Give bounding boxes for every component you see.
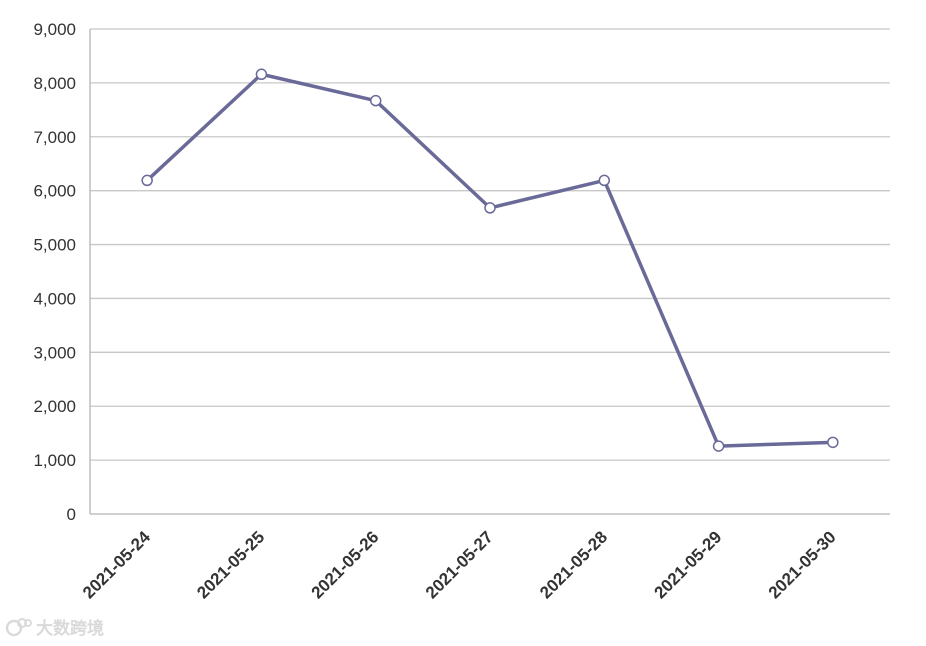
- y-tick-label: 5,000: [33, 236, 76, 255]
- y-tick-label: 3,000: [33, 343, 76, 362]
- watermark-text: 大数跨境: [36, 619, 104, 638]
- x-tick-label: 2021-05-30: [765, 527, 840, 602]
- x-axis-ticks: 2021-05-24 2021-05-25 2021-05-26 2021-05-27…: [79, 527, 840, 602]
- x-tick-label: 2021-05-24: [79, 527, 154, 602]
- grid-lines: [89, 28, 890, 515]
- y-tick-label: 4,000: [33, 289, 76, 308]
- x-tick-label: 2021-05-25: [193, 527, 268, 602]
- data-markers: [141, 68, 839, 452]
- y-tick-label: 2,000: [33, 397, 76, 416]
- x-tick-label: 2021-05-29: [650, 527, 725, 602]
- y-tick-label: 1,000: [33, 451, 76, 470]
- x-tick-label: 2021-05-27: [422, 527, 497, 602]
- y-tick-label: 0: [67, 505, 76, 524]
- y-tick-label: 8,000: [33, 74, 76, 93]
- data-point: [712, 440, 725, 452]
- data-point: [369, 94, 382, 107]
- y-tick-label: 9,000: [33, 20, 76, 39]
- data-point: [484, 202, 496, 214]
- y-axis-ticks: 0 1,000 2,000 3,000 4,000 5,000 6,000 7,000 8,00…: [33, 20, 76, 524]
- series-line-group: [145, 72, 833, 448]
- y-tick-label: 7,000: [33, 128, 76, 147]
- data-point: [598, 174, 611, 187]
- watermark: 大数跨境: [6, 614, 104, 639]
- data-point: [141, 174, 153, 187]
- x-tick-label: 2021-05-28: [536, 527, 611, 602]
- series-line: [145, 72, 833, 448]
- y-tick-label: 6,000: [33, 182, 76, 201]
- watermark-logo-icon: [6, 617, 32, 636]
- data-point: [255, 68, 268, 81]
- x-tick-label: 2021-05-26: [308, 527, 383, 602]
- data-point: [827, 436, 839, 449]
